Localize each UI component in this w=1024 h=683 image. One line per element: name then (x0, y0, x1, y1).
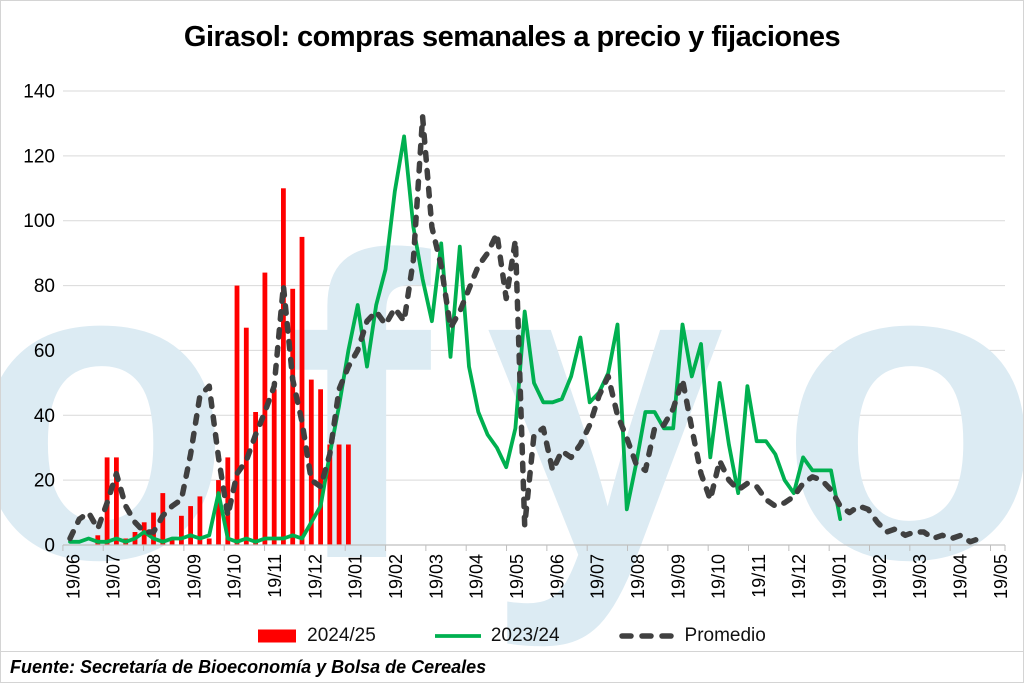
x-tick-label: 19/04 (951, 554, 971, 599)
bar-2024/25 (336, 444, 342, 545)
x-tick-label: 19/05 (991, 554, 1011, 599)
x-tick-label: 19/07 (104, 554, 124, 599)
bar-2024/25 (206, 538, 212, 545)
chart-box: Girasol: compras semanales a precio y fi… (1, 1, 1023, 652)
x-tick-label: 19/11 (265, 554, 285, 598)
bar-2024/25 (234, 285, 240, 545)
legend-label-2023-24: 2023/24 (490, 625, 560, 646)
x-tick-label: 19/05 (507, 554, 527, 599)
x-tick-label: 19/10 (709, 554, 729, 599)
x-tick-label: 19/09 (668, 554, 688, 599)
bar-2024/25 (225, 457, 231, 545)
bar-2024/25 (253, 412, 258, 545)
legend-label-promedio: Promedio (684, 625, 766, 646)
y-tick-label: 40 (34, 406, 55, 427)
bar-2024/25 (308, 379, 314, 545)
y-tick-label: 0 (44, 536, 55, 557)
x-tick-label: 19/07 (588, 554, 608, 599)
y-tick-label: 60 (34, 341, 55, 362)
bar-2024/25 (216, 480, 221, 545)
y-tick-label: 20 (34, 471, 55, 492)
legend-swatch-bar-icon (258, 629, 297, 643)
legend-swatch-line-icon (434, 634, 481, 638)
legend-item-promedio: Promedio (618, 625, 766, 647)
x-tick-label: 19/11 (749, 554, 769, 598)
legend-label-2024-25: 2024/25 (307, 625, 376, 646)
bar-2024/25 (318, 389, 323, 545)
chart-title: Girasol: compras semanales a precio y fi… (183, 21, 841, 53)
legend: 2024/25 2023/24 Promedio (1, 621, 1023, 651)
data-series (67, 114, 983, 546)
bar-2024/25 (169, 538, 175, 545)
bar-2024/25 (188, 506, 193, 545)
x-tick-label: 19/06 (547, 554, 567, 599)
legend-item-2023-24: 2023/24 (434, 625, 560, 647)
bar-2024/25 (299, 236, 305, 545)
x-tick-label: 19/03 (910, 554, 930, 599)
y-tick-label: 100 (23, 211, 55, 232)
bar-2024/25 (114, 457, 119, 545)
bar-2024/25 (243, 327, 249, 545)
x-tick-label: 19/03 (426, 554, 446, 599)
y-tick-label: 120 (23, 146, 55, 167)
bar-2024/25 (281, 188, 286, 546)
source-note: Fuente: Secretaría de Bioeconomía y Bols… (10, 657, 487, 677)
x-tick-label: 19/08 (628, 554, 648, 599)
bar-2024/25 (271, 389, 277, 545)
bar-2024/25 (346, 444, 351, 545)
x-tick-label: 19/01 (830, 554, 850, 599)
bar-2024/25 (197, 496, 203, 545)
x-tick-label: 19/12 (305, 554, 325, 599)
y-tick-label: 80 (34, 276, 55, 297)
x-tick-label: 19/02 (870, 554, 890, 599)
x-tick-label: 19/02 (386, 554, 406, 599)
legend-item-2024-25: 2024/25 (258, 625, 376, 647)
bar-2024/25 (179, 515, 184, 545)
axes: 0 20 40 60 80 100 120 140 19/06 19/07 19/08 19/09 19… (23, 82, 1011, 600)
x-tick-label: 19/01 (346, 554, 366, 599)
x-tick-label: 19/04 (467, 554, 487, 599)
y-tick-label: 140 (23, 82, 55, 103)
bar-2024/25 (290, 288, 296, 545)
bar-2024/25 (327, 444, 333, 545)
x-tick-label: 19/08 (144, 554, 164, 599)
line-2023/24 (68, 134, 843, 544)
x-tick-label: 19/10 (225, 554, 245, 599)
x-tick-label: 19/06 (63, 554, 83, 599)
line-Promedio (67, 114, 983, 545)
x-tick-label: 19/09 (184, 554, 204, 599)
x-tick-label: 19/12 (789, 554, 809, 599)
legend-swatch-dashed-icon (618, 633, 675, 639)
